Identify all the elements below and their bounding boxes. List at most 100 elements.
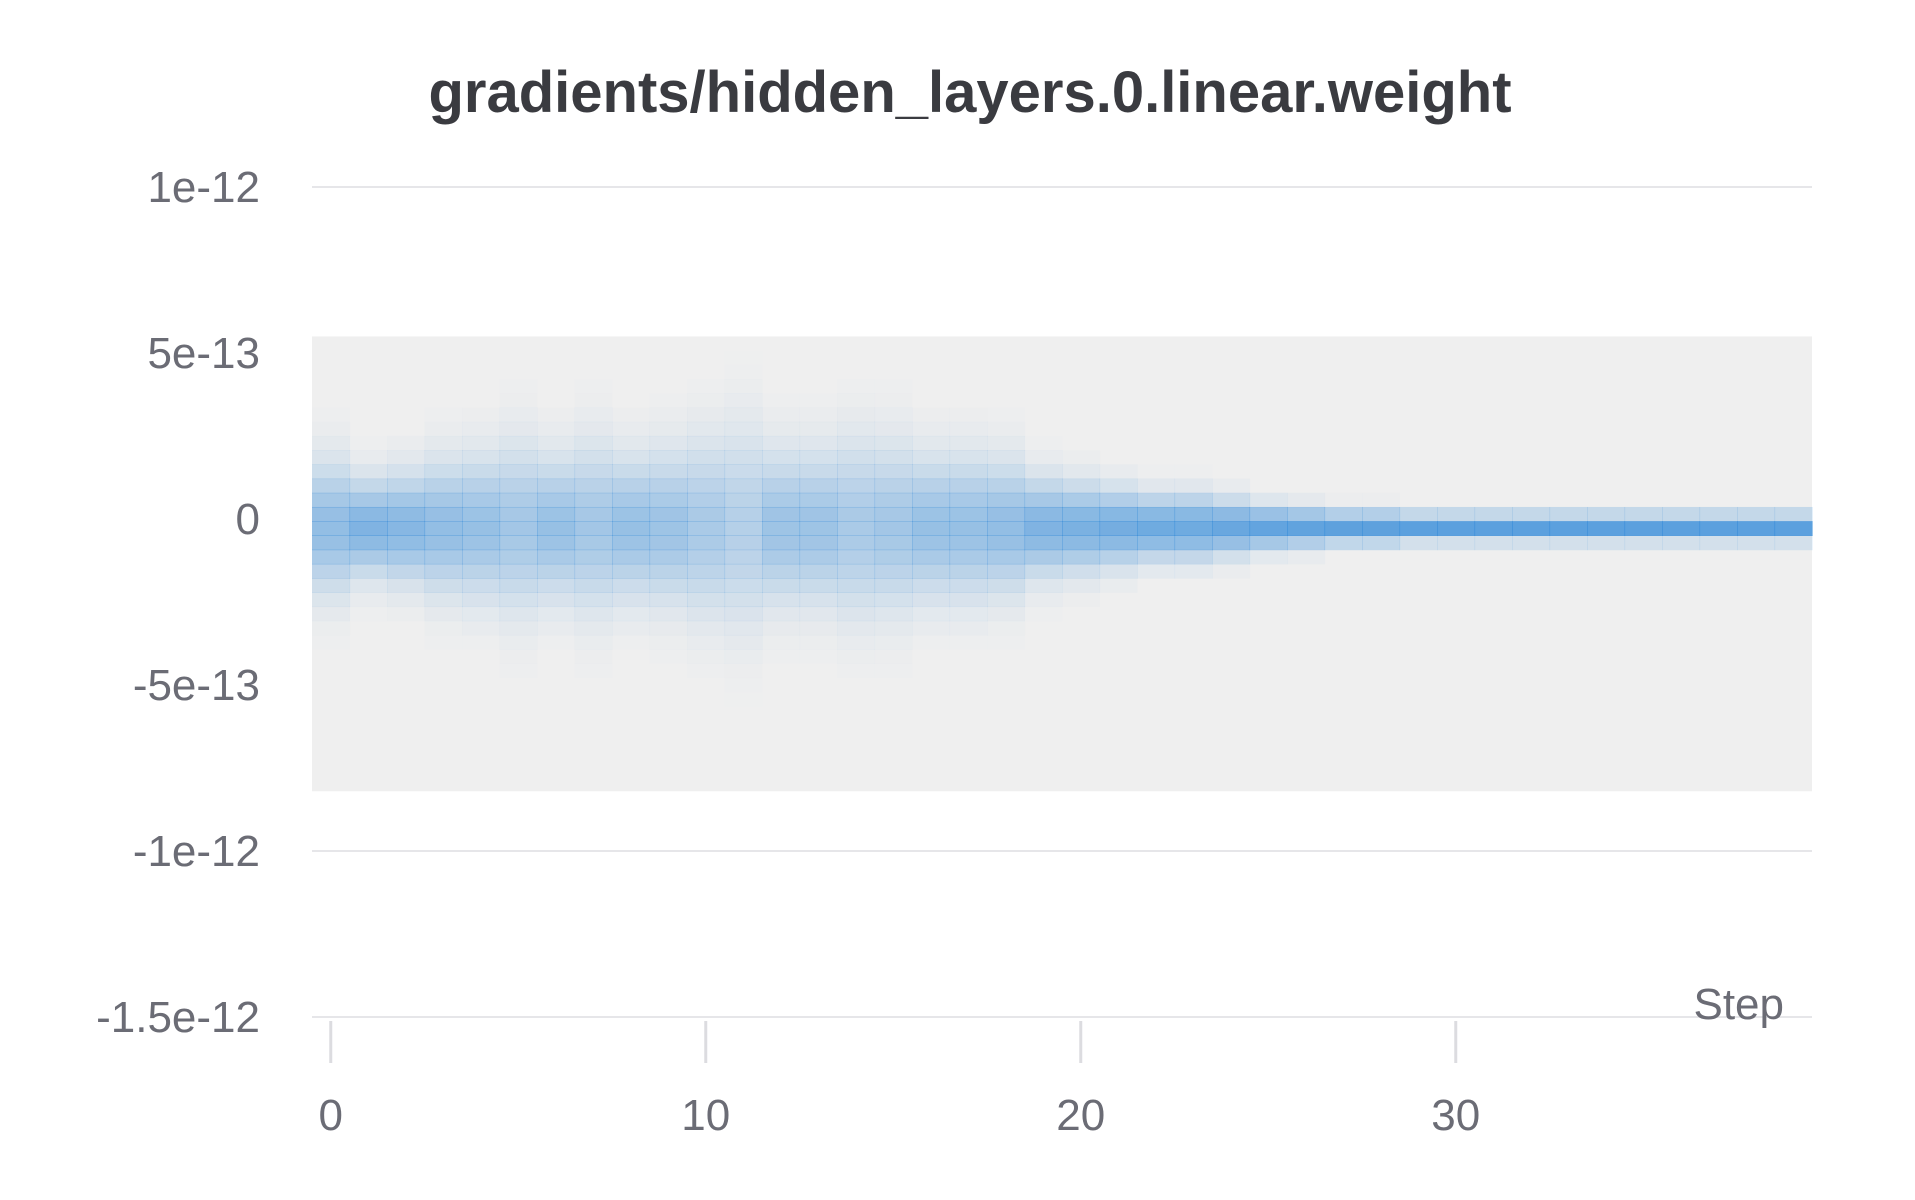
heatmap-cell bbox=[1062, 478, 1101, 494]
heatmap-cell bbox=[1137, 535, 1176, 551]
heatmap-cell bbox=[949, 521, 988, 536]
heatmap-cell bbox=[1099, 535, 1138, 551]
heatmap-cell bbox=[1362, 521, 1401, 536]
heatmap-cell bbox=[1362, 493, 1400, 508]
x-axis-ticks: 0 10 20 30 bbox=[319, 1021, 1480, 1140]
heatmap-cell bbox=[1212, 492, 1251, 508]
heatmap-cell bbox=[874, 535, 913, 551]
heatmap-cell bbox=[687, 407, 725, 422]
heatmap-cell bbox=[1212, 479, 1250, 494]
heatmap-cell bbox=[1024, 464, 1063, 480]
heatmap-cell bbox=[912, 592, 951, 608]
heatmap-cell bbox=[837, 379, 875, 394]
heatmap-cell bbox=[387, 464, 426, 480]
heatmap-cell bbox=[537, 521, 576, 536]
heatmap-cell bbox=[762, 407, 800, 422]
heatmap-cell bbox=[462, 635, 500, 650]
heatmap-cell bbox=[387, 578, 426, 593]
heatmap-cell bbox=[1062, 578, 1101, 593]
heatmap-cell bbox=[462, 492, 501, 508]
heatmap-cell bbox=[724, 492, 763, 508]
heatmap-cell bbox=[725, 678, 763, 693]
heatmap-cell bbox=[1099, 492, 1138, 508]
heatmap-cell bbox=[1025, 606, 1063, 621]
heatmap-cell bbox=[949, 535, 988, 551]
heatmap-cell bbox=[987, 506, 1026, 522]
heatmap-cell bbox=[987, 478, 1026, 494]
heatmap-cell bbox=[312, 578, 351, 593]
heatmap-cell bbox=[1025, 592, 1063, 607]
heatmap-cell bbox=[424, 450, 463, 465]
heatmap-cell bbox=[1137, 506, 1176, 522]
heatmap-cell bbox=[349, 521, 388, 536]
heatmap-cell bbox=[349, 478, 388, 494]
heatmap-cell bbox=[800, 649, 838, 664]
heatmap-cell bbox=[762, 521, 801, 536]
heatmap-cell bbox=[649, 506, 688, 522]
heatmap-cell bbox=[1062, 535, 1101, 551]
heatmap-cell bbox=[612, 606, 651, 622]
heatmap-cell bbox=[687, 506, 726, 522]
heatmap-cell bbox=[725, 393, 763, 408]
heatmap-cell bbox=[424, 464, 463, 480]
heatmap-cell bbox=[1549, 535, 1588, 551]
heatmap-cell bbox=[1512, 521, 1551, 536]
heatmap-cell bbox=[799, 549, 838, 565]
heatmap-cell bbox=[499, 606, 538, 622]
heatmap-cell bbox=[387, 592, 426, 608]
heatmap-cell bbox=[1287, 521, 1326, 536]
heatmap-cell bbox=[649, 563, 688, 579]
heatmap-cell bbox=[875, 393, 913, 408]
heatmap-cell bbox=[650, 649, 688, 664]
heatmap-cell bbox=[537, 435, 576, 451]
heatmap-cell bbox=[462, 478, 501, 494]
y-tick-label: 1e-12 bbox=[147, 163, 260, 212]
heatmap-cell bbox=[574, 578, 613, 593]
heatmap-cell bbox=[1774, 521, 1813, 536]
heatmap-cell bbox=[762, 620, 801, 636]
heatmap-cell bbox=[987, 435, 1026, 451]
heatmap-cell bbox=[724, 549, 763, 565]
heatmap-cell bbox=[1137, 563, 1176, 579]
heatmap-cell bbox=[612, 506, 651, 522]
heatmap-cell bbox=[312, 492, 351, 508]
heatmap-cell bbox=[312, 635, 350, 650]
heatmap-cell bbox=[424, 435, 463, 451]
heatmap-cell bbox=[499, 421, 538, 437]
heatmap-cell bbox=[1137, 492, 1176, 508]
heatmap-cell bbox=[912, 435, 951, 451]
heatmap-cell bbox=[987, 549, 1026, 565]
heatmap-cell bbox=[874, 435, 913, 451]
heatmap-cell bbox=[837, 435, 876, 451]
heatmap-cell bbox=[762, 450, 801, 465]
heatmap-cell bbox=[1024, 549, 1063, 565]
heatmap-cell bbox=[1174, 506, 1213, 522]
heatmap-cell bbox=[912, 422, 950, 437]
heatmap-cell bbox=[1325, 493, 1363, 508]
heatmap-cell bbox=[312, 549, 351, 565]
heatmap-cell bbox=[1212, 535, 1251, 551]
heatmap-cell bbox=[424, 492, 463, 508]
heatmap-cell bbox=[499, 450, 538, 465]
heatmap-cell bbox=[724, 421, 763, 437]
heatmap-cell bbox=[762, 464, 801, 480]
heatmap-cell bbox=[1174, 563, 1213, 579]
heatmap-cell bbox=[574, 506, 613, 522]
heatmap-cell bbox=[874, 606, 913, 622]
heatmap-cell bbox=[799, 492, 838, 508]
heatmap-cell bbox=[575, 649, 613, 664]
y-tick-label: -5e-13 bbox=[133, 661, 260, 710]
heatmap-cell bbox=[537, 635, 575, 650]
heatmap-cell bbox=[649, 464, 688, 480]
heatmap-cell bbox=[837, 521, 876, 536]
heatmap-cell bbox=[1062, 563, 1101, 579]
heatmap-cell bbox=[950, 621, 988, 636]
heatmap-cell bbox=[837, 393, 875, 408]
heatmap-cell bbox=[874, 450, 913, 465]
heatmap-cell bbox=[1062, 592, 1100, 607]
heatmap-cell bbox=[499, 549, 538, 565]
heatmap-cell bbox=[687, 578, 726, 593]
heatmap-cell bbox=[837, 492, 876, 508]
heatmap-cell bbox=[874, 521, 913, 536]
heatmap-cells bbox=[312, 379, 1813, 693]
